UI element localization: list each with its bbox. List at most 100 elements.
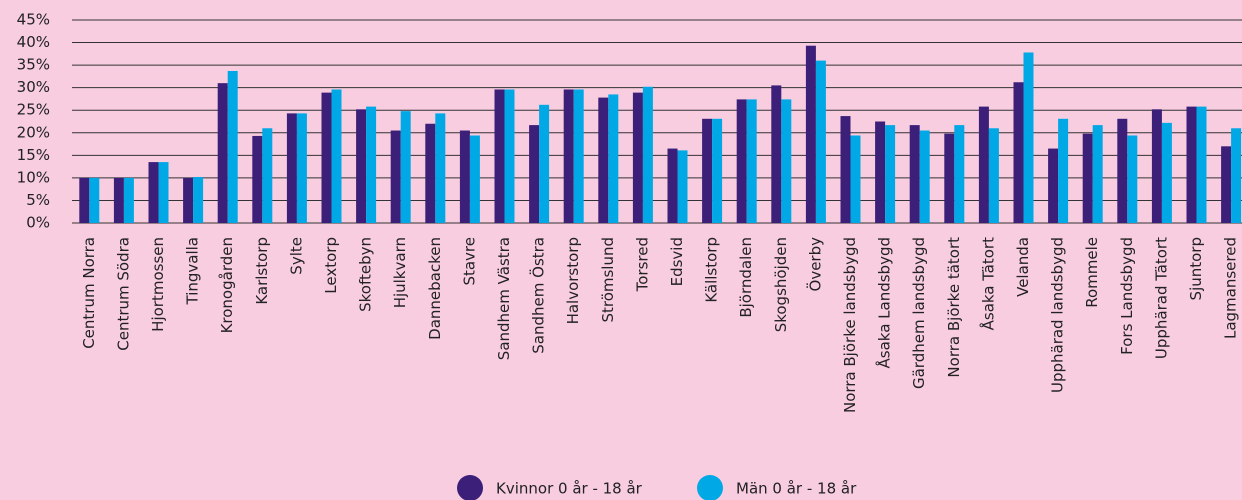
bar: [919, 130, 930, 223]
bar: [642, 86, 653, 224]
x-tick-label: Skogshöjden: [772, 237, 790, 332]
y-tick-label: 10%: [17, 168, 50, 186]
bar: [469, 135, 480, 223]
y-tick-label: 20%: [17, 123, 50, 141]
x-tick-label: Norra Björke landsbygd: [841, 237, 859, 413]
bar: [1082, 133, 1093, 223]
x-tick-label: Tingvalla: [184, 237, 202, 306]
bar: [632, 92, 643, 223]
x-tick-label: Åsaka Landsbygd: [875, 237, 894, 368]
y-tick-label: 30%: [17, 78, 50, 96]
bar: [1151, 109, 1162, 223]
x-tick-label: Gärdhem landsbygd: [910, 237, 928, 389]
bar: [183, 177, 194, 223]
bar: [504, 89, 515, 224]
bar: [158, 162, 169, 223]
bar: [875, 121, 886, 223]
bar: [435, 113, 446, 223]
bar: [1023, 52, 1034, 224]
legend-item: Män 0 år - 18 år: [697, 475, 857, 500]
bar: [321, 92, 332, 223]
bar: [702, 118, 713, 223]
bar: [1117, 118, 1128, 223]
bar: [712, 118, 723, 223]
bar: [1058, 118, 1069, 223]
bar: [390, 130, 401, 223]
bar: [296, 113, 307, 223]
x-tick-label: Torsred: [633, 237, 651, 292]
bar: [1186, 106, 1197, 223]
x-tick-label: Stavre: [460, 237, 478, 286]
bar: [286, 113, 297, 223]
bar: [539, 104, 550, 223]
bar: [746, 99, 757, 223]
x-tick-label: Hjortmossen: [149, 237, 167, 332]
bar: [217, 83, 228, 224]
x-tick-label: Hjulkvarn: [391, 237, 409, 308]
x-tick-label: Överby: [805, 237, 824, 292]
bar: [227, 70, 238, 223]
bar: [123, 177, 134, 223]
bar: [459, 130, 470, 223]
legend-swatch: [697, 475, 723, 500]
bar: [494, 89, 505, 224]
bar: [148, 162, 159, 223]
x-tick-label: Sandhem Västra: [495, 237, 513, 360]
bar: [1231, 128, 1242, 223]
y-tick-label: 5%: [26, 191, 50, 209]
bar: [978, 106, 989, 223]
bar: [400, 111, 411, 223]
y-tick-label: 15%: [17, 146, 50, 164]
bar: [840, 116, 851, 223]
bar: [425, 123, 436, 223]
bar: [262, 128, 273, 223]
bar: [573, 89, 584, 224]
x-tick-label: Åsaka Tätort: [978, 237, 997, 330]
x-tick-label: Lagmansered: [1222, 237, 1240, 339]
x-tick-label: Edsvid: [668, 237, 686, 286]
bar: [598, 97, 609, 223]
y-tick-label: 45%: [17, 11, 50, 29]
bar: [252, 135, 263, 223]
bar: [331, 89, 342, 224]
bar: [736, 99, 747, 223]
x-tick-label: Sjuntorp: [1187, 237, 1205, 300]
x-tick-label: Källstorp: [703, 237, 721, 303]
x-tick-label: Sylte: [287, 237, 305, 275]
y-tick-label: 0%: [26, 214, 50, 232]
bar: [988, 128, 999, 223]
legend-label: Kvinnor 0 år - 18 år: [496, 480, 643, 498]
bar: [356, 109, 367, 223]
bar: [954, 125, 965, 223]
y-tick-label: 25%: [17, 101, 50, 119]
x-tick-label: Fors Landsbygd: [1118, 237, 1136, 355]
x-tick-label: Halvorstorp: [564, 237, 582, 324]
bar: [944, 133, 955, 223]
x-tick-label: Björndalen: [737, 237, 755, 318]
bar: [1127, 135, 1138, 223]
bar: [1221, 146, 1232, 223]
x-tick-label: Upphärad landsbygd: [1049, 237, 1067, 393]
bar: [113, 177, 124, 223]
bar: [529, 125, 540, 223]
bar: [193, 176, 204, 223]
bar: [1092, 125, 1103, 223]
x-tick-label: Rommele: [1083, 237, 1101, 308]
bar: [1161, 122, 1172, 223]
y-tick-label: 40%: [17, 33, 50, 51]
bar: [815, 60, 826, 223]
x-tick-label: Kronogården: [218, 237, 236, 333]
x-tick-label: Centrum Södra: [114, 237, 132, 351]
bar: [1048, 148, 1059, 223]
x-tick-label: Dannebacken: [426, 237, 444, 340]
legend-item: Kvinnor 0 år - 18 år: [457, 475, 643, 500]
bar: [850, 135, 861, 223]
bar: [771, 85, 782, 224]
x-tick-label: Karlstorp: [253, 237, 271, 305]
x-tick-label: Upphärad Tätort: [1152, 237, 1170, 359]
bar: [909, 125, 920, 223]
bar: [805, 45, 816, 223]
bar: [366, 106, 377, 223]
bar: [885, 125, 896, 223]
